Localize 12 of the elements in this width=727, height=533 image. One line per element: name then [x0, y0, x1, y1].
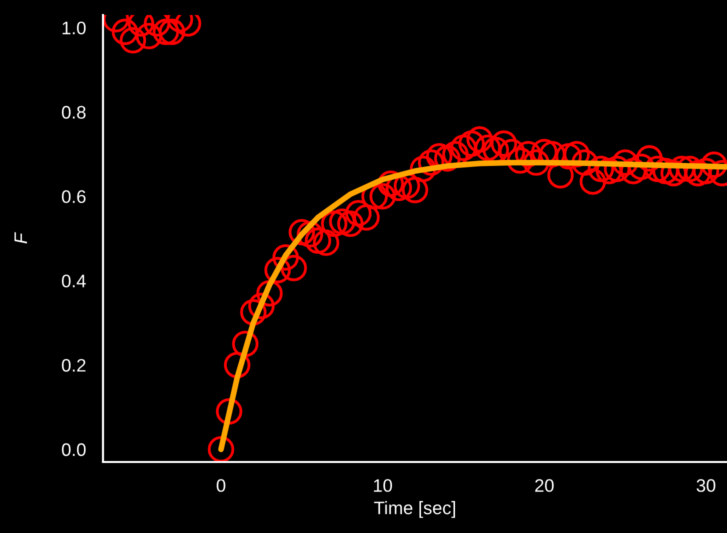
y-tick-label: 0.4: [62, 274, 86, 288]
y-tick-label: 1.0: [62, 22, 86, 34]
x-tick-label: 30: [696, 479, 716, 492]
x-tick-label: 10: [374, 479, 392, 492]
x-axis-title: Time [sec]: [374, 501, 456, 518]
y-tick-label: 0.6: [62, 190, 86, 204]
x-tick-label: 0: [216, 479, 226, 492]
y-tick-label: 0.8: [62, 106, 86, 119]
y-tick-label: 0.2: [62, 358, 86, 372]
y-tick-label: 0.0: [62, 443, 86, 456]
y-axis-title: F: [14, 232, 27, 244]
x-tick-label: 20: [535, 479, 554, 492]
